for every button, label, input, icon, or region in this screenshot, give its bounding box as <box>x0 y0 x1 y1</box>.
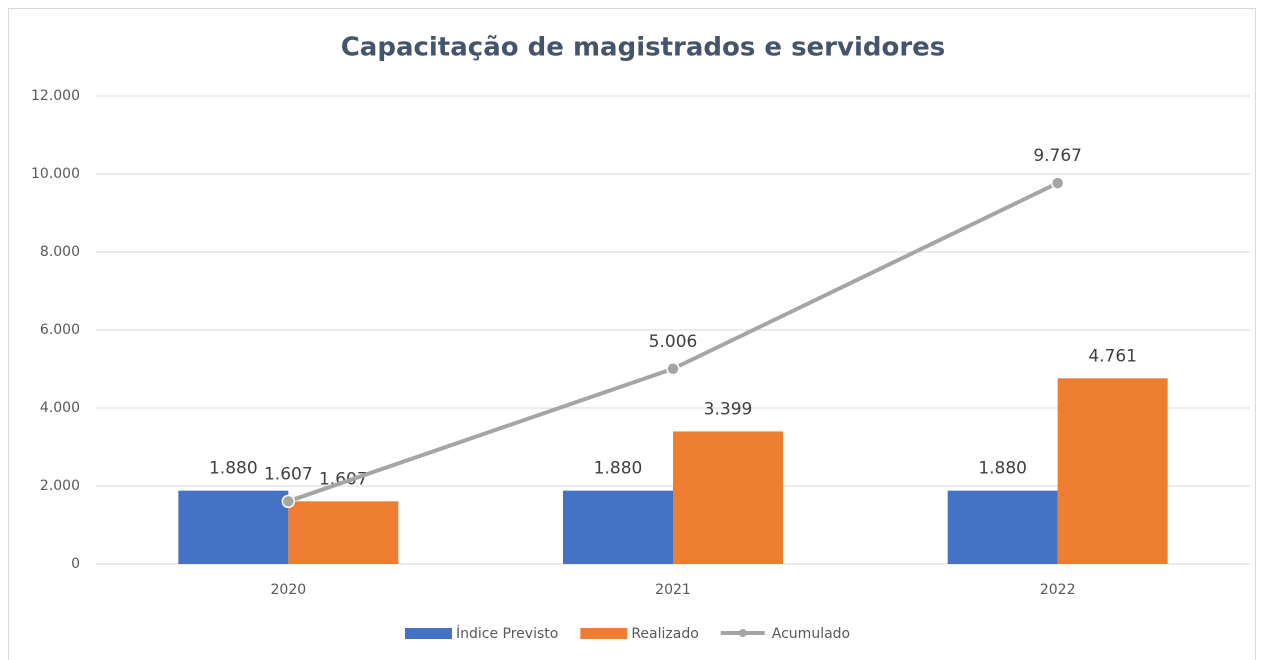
legend-label: Índice Previsto <box>456 625 558 642</box>
chart-title: Capacitação de magistrados e servidores <box>341 33 946 63</box>
data-label: 1.880 <box>209 459 258 479</box>
data-label: 1.607 <box>319 469 368 489</box>
bar <box>673 431 783 564</box>
y-tick-label: 4.000 <box>40 400 80 416</box>
line-marker <box>666 362 680 376</box>
bar <box>1057 378 1168 564</box>
bar <box>947 490 1058 564</box>
data-label: 1.607 <box>264 464 313 484</box>
line-marker <box>281 494 296 509</box>
bar <box>288 501 399 564</box>
bar <box>178 490 289 564</box>
x-tick-label: 2020 <box>271 582 307 598</box>
bar <box>563 490 673 564</box>
y-tick-label: 6.000 <box>40 322 80 338</box>
data-label: 1.880 <box>978 459 1027 479</box>
data-label: 3.399 <box>704 399 753 419</box>
data-label: 5.006 <box>649 332 698 352</box>
legend-swatch <box>738 629 747 637</box>
y-tick-label: 0 <box>71 556 80 572</box>
legend-label: Realizado <box>631 626 698 642</box>
y-tick-label: 10.000 <box>31 166 80 182</box>
line-marker <box>1050 176 1065 190</box>
x-tick-label: 2022 <box>1040 582 1076 598</box>
data-label: 1.880 <box>594 459 643 479</box>
legend-swatch <box>405 628 452 639</box>
y-tick-label: 8.000 <box>40 244 80 260</box>
legend-label: Acumulado <box>772 626 850 642</box>
data-label: 9.767 <box>1033 146 1082 166</box>
legend-swatch <box>580 628 628 639</box>
data-label: 4.761 <box>1088 346 1137 366</box>
y-tick-label: 2.000 <box>40 478 80 494</box>
x-tick-label: 2021 <box>655 582 691 598</box>
y-tick-label: 12.000 <box>31 88 80 104</box>
